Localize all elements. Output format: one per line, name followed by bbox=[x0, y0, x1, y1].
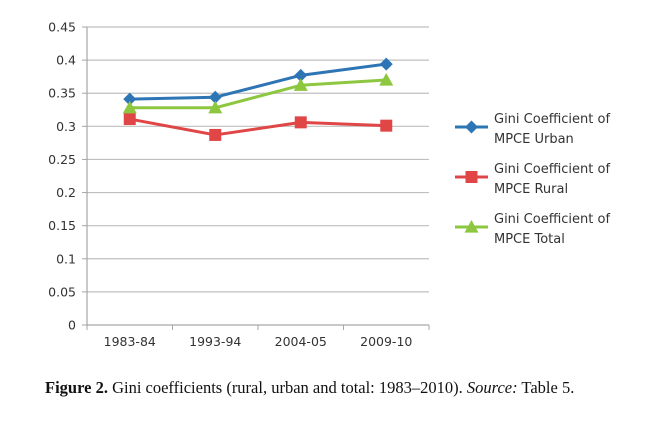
x-tick-label: 1993-94 bbox=[189, 334, 241, 349]
data-point-diamond bbox=[294, 68, 308, 82]
series-diamond bbox=[123, 57, 393, 106]
y-tick-label: 0.25 bbox=[48, 152, 76, 167]
legend-label-line2: MPCE Rural bbox=[494, 182, 568, 197]
legend-label-line2: MPCE Urban bbox=[494, 132, 574, 147]
data-point-square bbox=[209, 128, 222, 141]
x-axis-tick-labels: 1983-84 1993-94 2004-05 2009-10 bbox=[104, 334, 413, 349]
data-point-diamond bbox=[123, 92, 137, 106]
data-point-square bbox=[294, 116, 307, 129]
series-line bbox=[129, 78, 387, 110]
data-point-diamond bbox=[379, 57, 393, 71]
axes bbox=[82, 26, 430, 330]
x-tick-label: 2004-05 bbox=[275, 334, 327, 349]
series-triangle bbox=[122, 72, 394, 114]
data-point-diamond bbox=[208, 90, 222, 104]
legend-marker-diamond bbox=[465, 120, 478, 134]
y-tick-label: 0.2 bbox=[56, 185, 76, 200]
x-tick-label: 2009-10 bbox=[360, 334, 412, 349]
data-point-triangle bbox=[208, 100, 223, 114]
line-chart: 0 0.05 0.1 0.15 0.2 0.25 0.3 0.35 0.4 0.45 1983-8… bbox=[48, 20, 610, 350]
legend-marker-triangle bbox=[464, 220, 479, 233]
data-point-square bbox=[123, 113, 136, 126]
legend-marker-square bbox=[465, 171, 478, 183]
data-point-square bbox=[380, 119, 393, 132]
x-tick-label: 1983-84 bbox=[104, 334, 156, 349]
data-point-triangle bbox=[379, 72, 394, 86]
legend-label-line1: Gini Coefficient of bbox=[494, 212, 610, 227]
legend-label-line2: MPCE Total bbox=[494, 232, 565, 247]
source-text: Table 5. bbox=[517, 378, 575, 397]
data-point-triangle bbox=[122, 100, 137, 114]
y-tick-label: 0.35 bbox=[48, 86, 76, 101]
series-line bbox=[129, 62, 387, 101]
legend-item: Gini Coefficient of MPCE Urban bbox=[455, 112, 610, 147]
legend-item: Gini Coefficient of MPCE Total bbox=[455, 212, 610, 247]
legend-item: Gini Coefficient of MPCE Rural bbox=[455, 162, 610, 197]
caption-text: Gini coefficients (rural, urban and tota… bbox=[107, 378, 467, 397]
y-axis-tick-labels: 0 0.05 0.1 0.15 0.2 0.25 0.3 0.35 0.4 0.45 bbox=[48, 20, 76, 333]
data-point-triangle bbox=[293, 78, 308, 91]
series-line bbox=[129, 117, 387, 137]
series-square bbox=[123, 113, 393, 141]
figure-label: Figure 2. bbox=[45, 378, 108, 397]
figure-caption: Figure 2. Gini coefficients (rural, urba… bbox=[45, 378, 574, 398]
y-tick-label: 0.1 bbox=[56, 251, 76, 266]
series bbox=[122, 57, 394, 141]
gridlines bbox=[87, 26, 429, 293]
y-tick-label: 0.15 bbox=[48, 218, 76, 233]
y-tick-label: 0 bbox=[68, 318, 76, 333]
y-tick-label: 0.05 bbox=[48, 284, 76, 299]
source-label: Source: bbox=[466, 378, 518, 397]
legend-label-line1: Gini Coefficient of bbox=[494, 162, 610, 177]
y-tick-label: 0.45 bbox=[48, 20, 76, 35]
legend-label-line1: Gini Coefficient of bbox=[494, 112, 610, 127]
y-tick-label: 0.3 bbox=[56, 119, 76, 134]
y-tick-label: 0.4 bbox=[56, 53, 76, 68]
